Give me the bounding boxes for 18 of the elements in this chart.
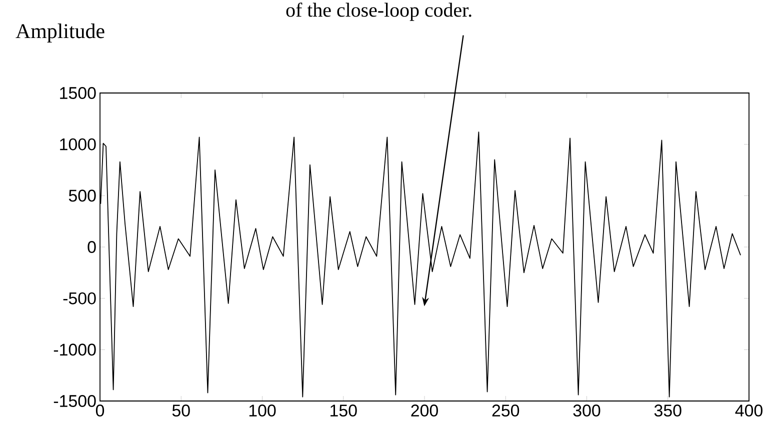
x-tick-label: 0 [96, 404, 104, 417]
y-tick-label: 1500 [60, 87, 96, 100]
x-tick-label: 150 [330, 404, 357, 417]
x-tick-label: 400 [735, 404, 762, 417]
x-tick-label: 50 [172, 404, 190, 417]
y-axis-title: Amplitude [16, 24, 104, 42]
y-tick-label: -1500 [54, 395, 96, 407]
y-tick-label: 500 [68, 190, 96, 202]
y-tick-label: 1000 [60, 138, 96, 150]
y-tick-label: -500 [63, 292, 96, 304]
x-tick-label: 100 [249, 404, 276, 417]
y-tick-label: -1000 [54, 344, 96, 356]
x-tick-label: 300 [573, 404, 600, 417]
x-tick-label: 200 [411, 404, 438, 417]
x-tick-label: 350 [654, 404, 682, 417]
x-tick-label: 250 [492, 404, 520, 417]
text: of the close-loop coder. [286, 2, 472, 21]
y-tick-label: 0 [88, 241, 96, 253]
